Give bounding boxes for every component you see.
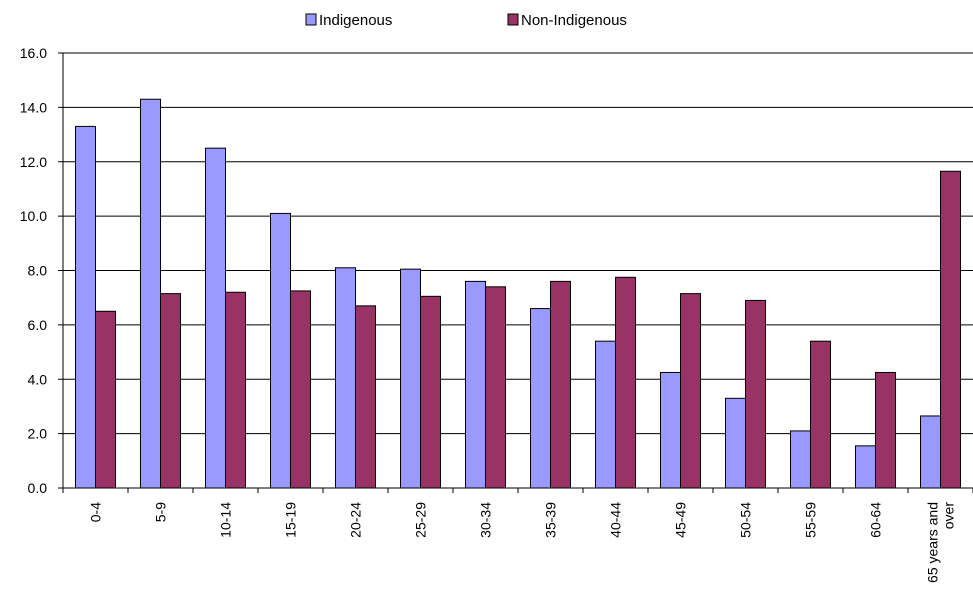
- x-tick-label: 10-14: [218, 502, 234, 538]
- y-tick-label: 2.0: [28, 426, 48, 442]
- axes: [58, 52, 973, 493]
- bar-non-indigenous: [290, 290, 311, 489]
- bar-indigenous: [205, 147, 226, 489]
- bar-indigenous: [75, 125, 96, 489]
- gridlines: [63, 52, 973, 435]
- bar-indigenous: [660, 371, 681, 489]
- bar-non-indigenous: [160, 293, 181, 489]
- x-tick-label: 50-54: [738, 502, 754, 538]
- x-tick-label: 0-4: [88, 502, 104, 522]
- bar-indigenous: [270, 212, 291, 489]
- x-tick-label: 45-49: [673, 502, 689, 538]
- y-tick-label: 4.0: [28, 371, 48, 387]
- legend-label-indigenous: Indigenous: [319, 12, 392, 29]
- bar-indigenous: [725, 397, 746, 489]
- legend-swatch-non-indigenous: [507, 13, 519, 26]
- x-tick-label: 60-64: [868, 502, 884, 538]
- bars: [75, 98, 961, 489]
- bar-indigenous: [920, 415, 941, 489]
- bar-non-indigenous: [420, 295, 441, 489]
- bar-non-indigenous: [680, 293, 701, 489]
- bar-indigenous: [465, 280, 486, 489]
- x-tick-label: 65 years andover: [925, 502, 957, 583]
- x-tick-label: 20-24: [348, 502, 364, 538]
- y-tick-label: 10.0: [20, 208, 47, 224]
- y-tick-label: 14.0: [20, 99, 47, 115]
- bar-non-indigenous: [550, 280, 571, 489]
- x-tick-label: 25-29: [413, 502, 429, 538]
- x-tick-label: 35-39: [543, 502, 559, 538]
- y-tick-labels: 0.0 2.0 4.0 6.0 8.0 10.0 12.0 14.0 16.0: [20, 45, 47, 496]
- y-tick-label: 12.0: [20, 154, 47, 170]
- bar-indigenous: [530, 308, 551, 489]
- bar-non-indigenous: [745, 299, 766, 489]
- y-tick-label: 0.0: [28, 480, 48, 496]
- x-tick-label: 5-9: [153, 502, 169, 522]
- bar-non-indigenous: [875, 371, 896, 489]
- y-tick-label: 6.0: [28, 317, 48, 333]
- bar-non-indigenous: [95, 310, 116, 489]
- bar-indigenous: [855, 445, 876, 489]
- legend: Indigenous Non-Indigenous: [305, 12, 627, 29]
- bar-indigenous: [790, 430, 811, 489]
- x-tick-labels: 0-4 5-9 10-14 15-19 20-24 25-29 30-34 35-39 40-4…: [88, 502, 957, 583]
- bar-indigenous: [140, 98, 161, 489]
- bar-non-indigenous: [225, 291, 246, 489]
- bar-indigenous: [595, 340, 616, 489]
- x-tick-label: 40-44: [608, 502, 624, 538]
- legend-label-non-indigenous: Non-Indigenous: [521, 12, 627, 29]
- x-tick-label: 55-59: [803, 502, 819, 538]
- legend-swatch-indigenous: [305, 13, 317, 26]
- x-tick-label: 30-34: [478, 502, 494, 538]
- bar-indigenous: [400, 268, 421, 489]
- bar-non-indigenous: [615, 276, 636, 489]
- bar-non-indigenous: [485, 286, 506, 489]
- x-tick-label: 15-19: [283, 502, 299, 538]
- bar-non-indigenous: [940, 170, 961, 489]
- bar-non-indigenous: [355, 305, 376, 489]
- y-tick-label: 8.0: [28, 263, 48, 279]
- y-tick-label: 16.0: [20, 45, 47, 61]
- bar-non-indigenous: [810, 340, 831, 489]
- bar-indigenous: [335, 267, 356, 489]
